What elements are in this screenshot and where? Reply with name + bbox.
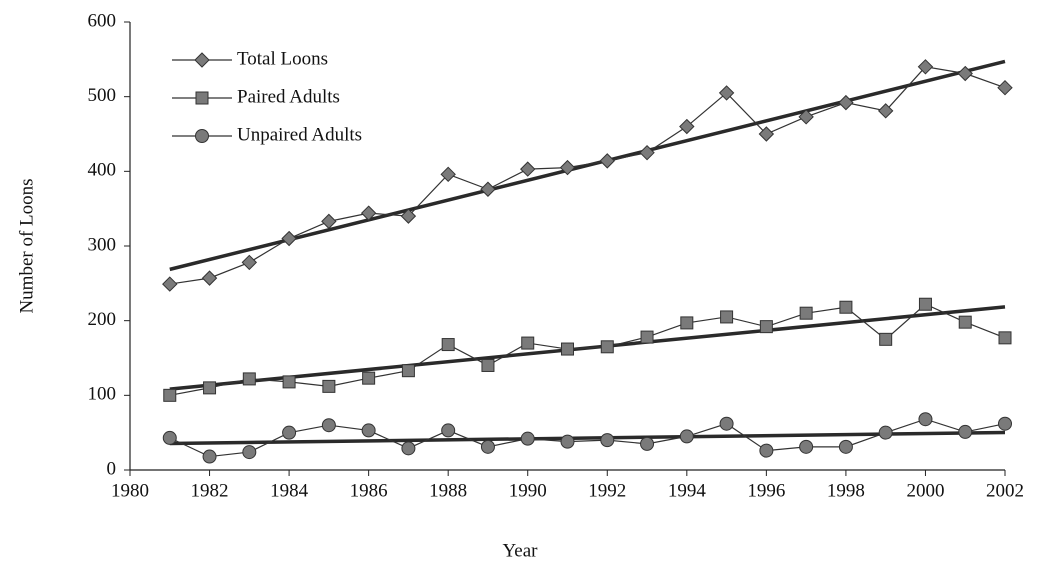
marker <box>719 416 734 431</box>
x-tick-label: 1984 <box>270 480 309 501</box>
x-tick-label: 1992 <box>588 480 626 501</box>
marker <box>400 208 417 224</box>
marker <box>281 230 297 247</box>
x-tick-label: 1982 <box>191 480 229 501</box>
marker <box>441 338 455 352</box>
marker <box>520 431 535 446</box>
x-axis-label: Year <box>502 540 538 561</box>
x-tick-label: 1994 <box>668 480 707 501</box>
marker <box>282 375 296 389</box>
marker <box>401 441 416 456</box>
marker <box>561 342 574 356</box>
marker <box>957 65 973 82</box>
marker <box>679 118 695 135</box>
marker <box>520 161 536 177</box>
legend-label: Paired Adults <box>237 86 340 107</box>
trend-line <box>169 59 1006 272</box>
x-tick-label: 1998 <box>827 480 865 501</box>
marker <box>480 439 495 454</box>
marker <box>720 310 734 324</box>
marker <box>879 332 893 346</box>
marker <box>480 181 496 197</box>
marker <box>998 416 1012 431</box>
series-line <box>169 303 1006 396</box>
marker <box>282 425 297 440</box>
marker <box>521 336 535 350</box>
marker <box>680 316 694 330</box>
marker <box>441 423 456 438</box>
marker <box>242 445 257 460</box>
marker <box>440 166 456 183</box>
marker <box>917 59 934 75</box>
y-tick-label: 400 <box>88 160 117 181</box>
x-tick-label: 1980 <box>111 480 149 501</box>
x-tick-label: 1986 <box>350 480 388 501</box>
marker <box>360 205 377 221</box>
marker <box>958 424 973 439</box>
y-tick-label: 600 <box>88 10 117 31</box>
marker <box>241 254 258 271</box>
legend-marker <box>195 129 209 143</box>
marker <box>998 331 1012 345</box>
x-tick-label: 1990 <box>509 480 547 501</box>
marker <box>878 425 893 440</box>
legend-label: Unpaired Adults <box>237 124 362 145</box>
marker <box>321 418 336 433</box>
marker <box>560 434 575 449</box>
marker <box>918 297 932 311</box>
marker <box>600 433 615 448</box>
marker <box>799 306 813 320</box>
y-tick-label: 0 <box>107 458 117 479</box>
marker <box>838 94 854 111</box>
marker <box>162 276 178 292</box>
y-tick-label: 500 <box>88 85 117 106</box>
marker <box>758 126 775 142</box>
marker <box>679 429 694 444</box>
marker <box>798 109 814 125</box>
marker <box>640 330 654 344</box>
marker <box>202 449 217 464</box>
marker <box>362 371 376 385</box>
series-line <box>169 418 1006 458</box>
series-line <box>169 66 1006 285</box>
marker <box>640 436 655 451</box>
marker <box>201 270 218 286</box>
marker <box>759 443 774 458</box>
y-tick-label: 200 <box>88 309 117 330</box>
marker <box>877 103 894 119</box>
y-tick-label: 300 <box>88 234 117 255</box>
marker <box>997 79 1013 96</box>
marker <box>321 213 337 230</box>
marker <box>322 379 336 393</box>
y-tick-label: 100 <box>88 384 117 405</box>
marker <box>799 439 814 454</box>
marker <box>839 300 853 314</box>
marker <box>958 315 972 329</box>
trend-line <box>169 430 1006 446</box>
marker <box>639 144 655 161</box>
marker <box>163 388 177 402</box>
marker <box>838 439 853 454</box>
marker <box>481 358 495 372</box>
marker <box>718 85 735 101</box>
marker <box>203 381 217 395</box>
marker <box>600 340 614 354</box>
x-tick-label: 1996 <box>747 480 785 501</box>
marker <box>242 372 256 386</box>
legend-label: Total Loons <box>237 48 328 69</box>
legend-marker <box>194 52 210 68</box>
marker <box>361 423 376 438</box>
marker <box>401 364 415 378</box>
marker <box>918 412 933 427</box>
legend-marker <box>195 91 209 105</box>
marker <box>559 159 576 176</box>
y-axis-label: Number of Loons <box>16 178 37 313</box>
x-tick-label: 2002 <box>986 480 1024 501</box>
x-tick-label: 1988 <box>429 480 467 501</box>
marker <box>162 430 177 445</box>
marker <box>599 153 615 169</box>
x-tick-label: 2000 <box>906 480 944 501</box>
marker <box>759 320 773 334</box>
